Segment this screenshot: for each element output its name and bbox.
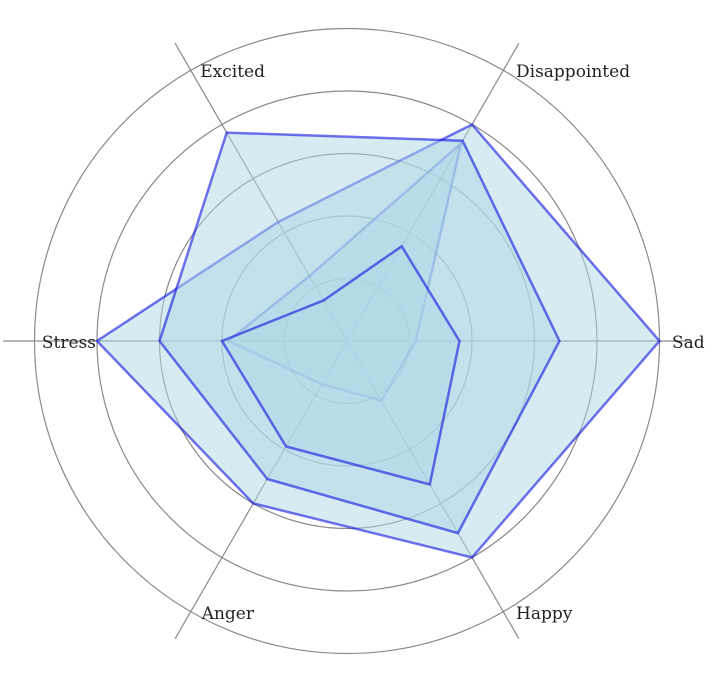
axis-label-sad: Sad [672, 333, 705, 353]
axis-label-anger: Anger [201, 604, 255, 624]
series-4-area [220, 244, 461, 486]
series-layer [95, 122, 662, 559]
axis-labels: Sad Disappointed Excited Stress Anger Ha… [42, 62, 705, 624]
axis-label-disappointed: Disappointed [516, 62, 630, 82]
axis-label-excited: Excited [200, 62, 265, 82]
axis-label-happy: Happy [516, 604, 573, 624]
axis-label-stress: Stress [42, 333, 96, 353]
